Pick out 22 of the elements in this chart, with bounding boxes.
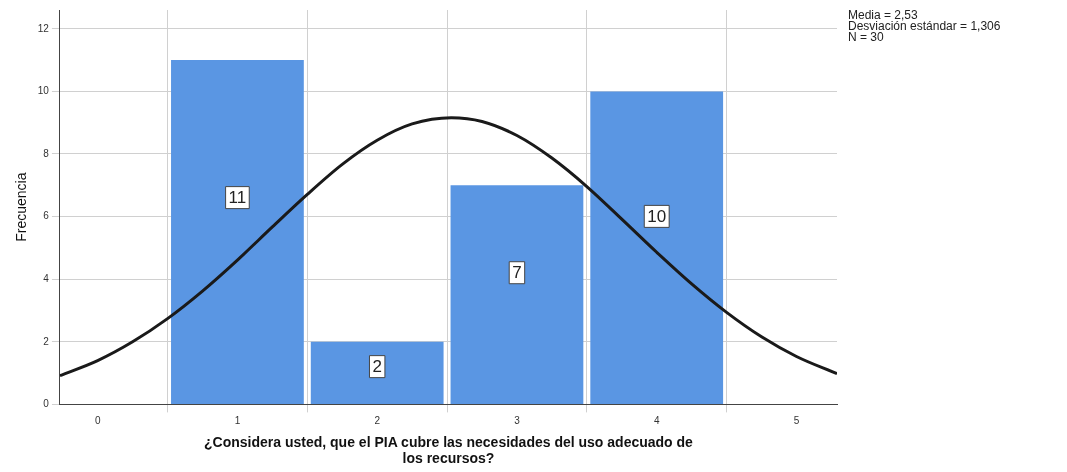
data-label: 11 <box>228 188 247 208</box>
y-tick-label: 2 <box>43 335 50 347</box>
y-axis-title: Frecuencia <box>13 172 30 242</box>
y-tick-label: 6 <box>43 210 50 222</box>
x-tick-label: 1 <box>234 415 241 427</box>
x-tick-label: 5 <box>793 415 800 427</box>
text: Desviación estándar = 1,306 <box>848 19 1001 33</box>
x-tick-label: 4 <box>653 415 660 427</box>
x-tick-label: 3 <box>514 415 521 427</box>
y-tick-label: 0 <box>43 398 50 410</box>
x-tick-label: 0 <box>94 415 101 427</box>
data-label: 7 <box>512 263 522 283</box>
data-label: 10 <box>647 207 667 227</box>
x-tick-label: 2 <box>374 415 381 427</box>
text: Media = 2,53 <box>848 8 918 22</box>
y-tick-label: 12 <box>37 22 50 34</box>
y-tick-label: 4 <box>43 272 50 284</box>
text: N = 30 <box>848 30 885 44</box>
y-tick-label: 10 <box>37 85 50 97</box>
data-label: 2 <box>372 357 382 377</box>
x-axis-title: ¿Considera usted, que el PIA cubre las necesidades del uso adecuado de los recursos? <box>204 433 694 467</box>
y-tick-label: 8 <box>43 147 50 159</box>
